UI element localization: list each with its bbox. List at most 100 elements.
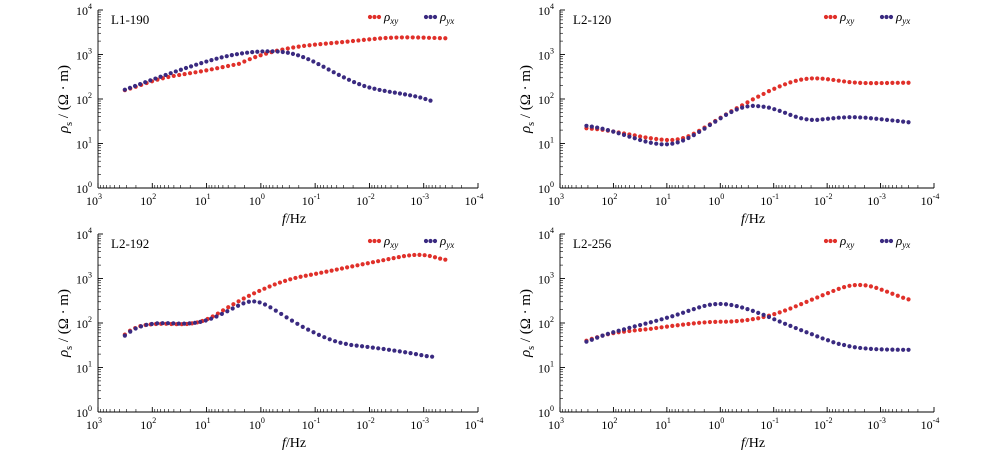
series-rho-yx xyxy=(584,103,911,147)
data-point xyxy=(226,305,231,310)
data-point xyxy=(419,353,424,358)
y-tick-label: 104 xyxy=(538,226,554,242)
data-point xyxy=(247,57,252,62)
x-tick-label: 100 xyxy=(249,192,265,208)
data-point xyxy=(198,69,203,74)
data-point xyxy=(239,51,245,56)
data-point xyxy=(219,311,224,317)
y-tick-label: 102 xyxy=(538,315,554,331)
data-point xyxy=(282,278,288,283)
legend-label: ρxy xyxy=(839,9,854,26)
data-point xyxy=(332,339,338,344)
data-point xyxy=(418,95,423,100)
data-point xyxy=(203,318,208,323)
data-point xyxy=(804,117,809,122)
data-point xyxy=(718,319,723,324)
data-point xyxy=(825,116,831,121)
data-point xyxy=(648,320,653,325)
data-point xyxy=(209,67,214,72)
data-point xyxy=(831,340,836,345)
data-point xyxy=(372,36,377,41)
data-point xyxy=(267,284,272,289)
y-tick-label: 100 xyxy=(76,180,92,196)
data-point xyxy=(643,139,648,144)
data-point xyxy=(906,347,911,352)
data-point xyxy=(355,263,360,268)
data-point xyxy=(273,308,278,313)
data-point xyxy=(702,320,707,325)
data-point xyxy=(268,305,273,310)
data-point xyxy=(868,116,874,121)
data-point xyxy=(675,140,680,145)
data-point xyxy=(345,265,350,270)
data-point xyxy=(381,258,386,263)
data-point xyxy=(388,35,394,40)
data-point xyxy=(356,38,361,43)
data-point xyxy=(874,81,879,86)
data-point xyxy=(686,308,691,313)
data-point xyxy=(163,72,168,78)
data-point xyxy=(879,117,884,122)
data-point xyxy=(430,354,435,359)
data-point xyxy=(405,35,410,40)
data-point xyxy=(350,38,356,44)
data-point xyxy=(427,253,432,259)
data-point xyxy=(252,299,257,304)
data-point xyxy=(334,267,339,272)
data-point xyxy=(194,62,199,67)
data-point xyxy=(235,303,241,308)
data-point xyxy=(584,123,589,128)
data-point xyxy=(740,305,745,310)
data-point xyxy=(376,259,381,264)
data-point xyxy=(788,323,793,329)
y-tick-label: 103 xyxy=(76,47,92,63)
data-point xyxy=(298,274,303,279)
data-point xyxy=(376,346,381,351)
data-point xyxy=(675,312,680,317)
data-point xyxy=(360,262,365,267)
data-point xyxy=(349,342,354,348)
data-point xyxy=(171,73,176,79)
data-point xyxy=(648,140,653,145)
data-point xyxy=(402,92,408,97)
data-point xyxy=(399,35,404,40)
x-tick-label: 10-3 xyxy=(867,192,886,208)
data-point xyxy=(192,320,198,325)
data-point xyxy=(691,133,696,138)
data-point xyxy=(408,351,413,356)
data-point xyxy=(204,68,209,73)
chart-panel-l2-256: 103 102 101 100 10-1 10-2 10-3 10-4 100 101 102 103… xyxy=(518,226,939,451)
series-rho-xy xyxy=(122,35,448,93)
data-point xyxy=(182,321,187,326)
x-tick-label: 10-4 xyxy=(465,192,484,208)
data-point xyxy=(858,80,863,85)
legend-marker xyxy=(428,14,433,20)
data-point xyxy=(686,321,691,327)
data-point xyxy=(654,141,659,146)
data-point xyxy=(127,85,133,90)
data-point xyxy=(392,90,397,95)
data-point xyxy=(324,269,329,274)
data-point xyxy=(788,112,793,117)
data-point xyxy=(423,96,428,102)
data-point xyxy=(361,37,366,42)
data-point xyxy=(417,252,422,257)
data-point xyxy=(370,345,375,350)
data-point xyxy=(745,317,750,323)
y-tick-label: 104 xyxy=(76,2,92,18)
data-point xyxy=(253,55,258,60)
data-point xyxy=(884,347,890,352)
data-point xyxy=(225,309,230,314)
data-point xyxy=(782,82,788,87)
data-point xyxy=(198,319,203,324)
data-point xyxy=(241,301,246,306)
data-point xyxy=(815,295,820,300)
data-point xyxy=(659,317,664,322)
legend-marker xyxy=(828,238,833,244)
data-point xyxy=(890,291,895,296)
data-point xyxy=(397,349,402,354)
x-tick-label: 102 xyxy=(140,416,156,432)
x-tick-label: 102 xyxy=(601,192,617,208)
legend-marker xyxy=(423,14,429,20)
data-point xyxy=(782,308,788,313)
